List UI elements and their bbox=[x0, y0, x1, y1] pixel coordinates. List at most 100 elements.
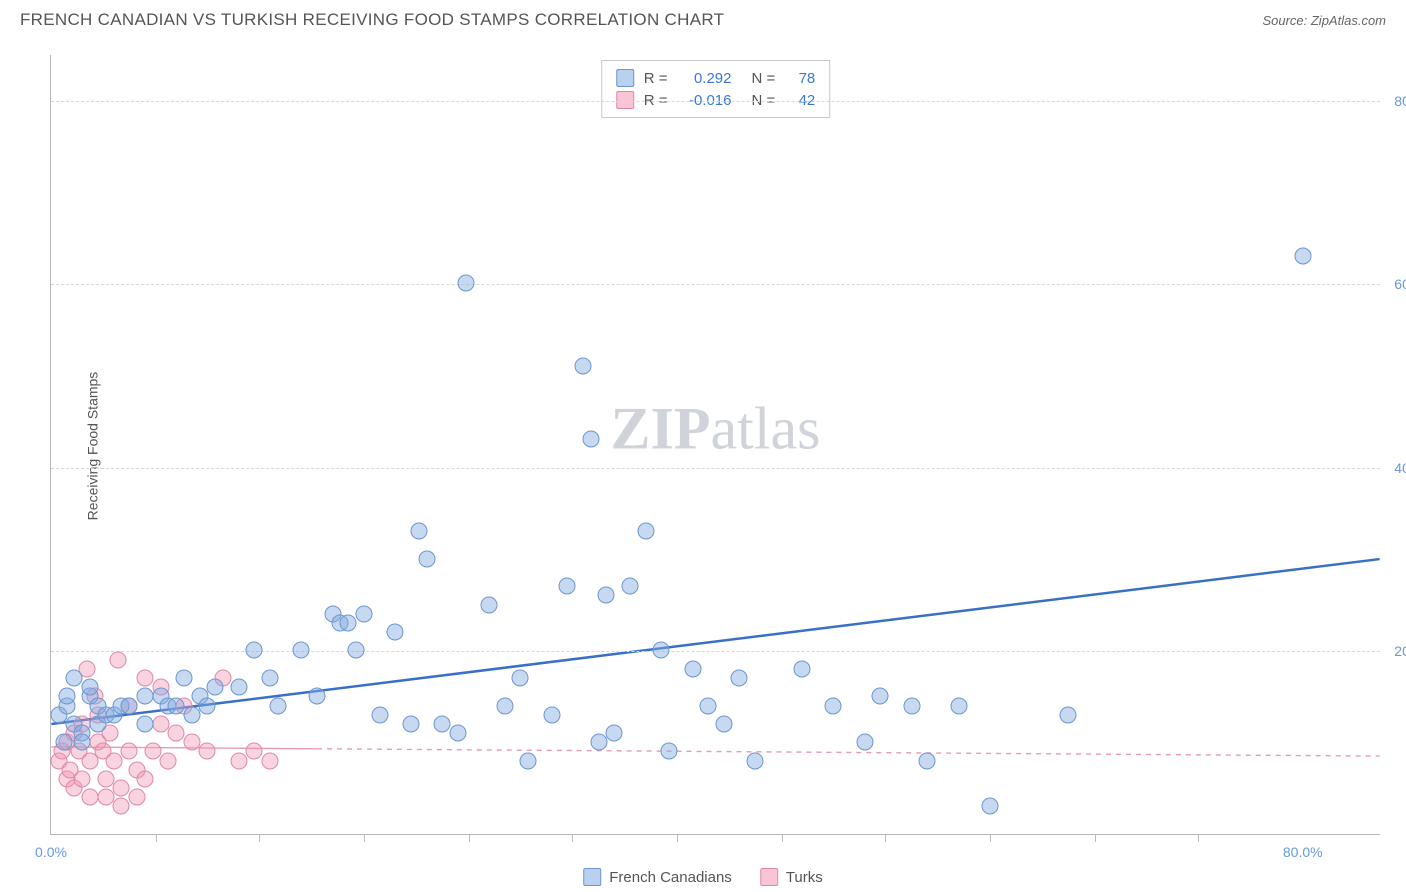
data-point bbox=[82, 789, 99, 806]
watermark: ZIPatlas bbox=[611, 394, 821, 463]
data-point bbox=[136, 688, 153, 705]
x-tick-label: 80.0% bbox=[1283, 844, 1323, 860]
data-point bbox=[520, 752, 537, 769]
data-point bbox=[269, 697, 286, 714]
data-point bbox=[903, 697, 920, 714]
data-point bbox=[113, 798, 130, 815]
data-point bbox=[387, 624, 404, 641]
data-point bbox=[700, 697, 717, 714]
data-point bbox=[457, 275, 474, 292]
data-point bbox=[74, 770, 91, 787]
legend-item: French Canadians bbox=[583, 868, 732, 886]
data-point bbox=[731, 670, 748, 687]
data-point bbox=[981, 798, 998, 815]
x-tick bbox=[990, 834, 991, 842]
data-point bbox=[653, 642, 670, 659]
data-point bbox=[481, 596, 498, 613]
data-point bbox=[176, 670, 193, 687]
data-point bbox=[246, 642, 263, 659]
grid-line bbox=[51, 101, 1380, 102]
data-point bbox=[293, 642, 310, 659]
data-point bbox=[58, 688, 75, 705]
x-tick bbox=[259, 834, 260, 842]
scatter-chart: ZIPatlas R =0.292N =78R =-0.016N =42 20.… bbox=[50, 55, 1380, 835]
data-point bbox=[371, 706, 388, 723]
legend-swatch bbox=[760, 868, 778, 886]
data-point bbox=[262, 752, 279, 769]
n-value: 78 bbox=[785, 70, 815, 87]
data-point bbox=[794, 660, 811, 677]
legend-swatch bbox=[616, 69, 634, 87]
data-point bbox=[496, 697, 513, 714]
legend: French Canadians Turks bbox=[583, 868, 823, 886]
stats-box: R =0.292N =78R =-0.016N =42 bbox=[601, 60, 831, 118]
data-point bbox=[1294, 247, 1311, 264]
chart-title: FRENCH CANADIAN VS TURKISH RECEIVING FOO… bbox=[20, 10, 724, 30]
data-point bbox=[136, 770, 153, 787]
data-point bbox=[575, 358, 592, 375]
data-point bbox=[160, 752, 177, 769]
data-point bbox=[582, 431, 599, 448]
stats-row: R =0.292N =78 bbox=[616, 67, 816, 89]
data-point bbox=[434, 715, 451, 732]
data-point bbox=[825, 697, 842, 714]
data-point bbox=[168, 697, 185, 714]
data-point bbox=[152, 715, 169, 732]
data-point bbox=[512, 670, 529, 687]
x-tick bbox=[572, 834, 573, 842]
data-point bbox=[340, 614, 357, 631]
data-point bbox=[410, 523, 427, 540]
data-point bbox=[543, 706, 560, 723]
data-point bbox=[230, 752, 247, 769]
x-tick bbox=[364, 834, 365, 842]
data-point bbox=[55, 734, 72, 751]
data-point bbox=[590, 734, 607, 751]
trend-lines bbox=[51, 55, 1380, 834]
data-point bbox=[110, 651, 127, 668]
data-point bbox=[418, 550, 435, 567]
x-tick bbox=[782, 834, 783, 842]
data-point bbox=[121, 697, 138, 714]
data-point bbox=[246, 743, 263, 760]
x-tick bbox=[885, 834, 886, 842]
data-point bbox=[105, 752, 122, 769]
data-point bbox=[715, 715, 732, 732]
y-tick-label: 60.0% bbox=[1394, 276, 1406, 292]
data-point bbox=[621, 578, 638, 595]
data-point bbox=[199, 697, 216, 714]
data-point bbox=[168, 725, 185, 742]
source-attribution: Source: ZipAtlas.com bbox=[1262, 13, 1386, 28]
data-point bbox=[97, 789, 114, 806]
data-point bbox=[348, 642, 365, 659]
data-point bbox=[747, 752, 764, 769]
data-point bbox=[183, 706, 200, 723]
data-point bbox=[402, 715, 419, 732]
data-point bbox=[1060, 706, 1077, 723]
r-value: 0.292 bbox=[678, 70, 732, 87]
data-point bbox=[144, 743, 161, 760]
data-point bbox=[82, 679, 99, 696]
data-point bbox=[872, 688, 889, 705]
data-point bbox=[136, 670, 153, 687]
y-tick-label: 40.0% bbox=[1394, 460, 1406, 476]
legend-swatch bbox=[583, 868, 601, 886]
data-point bbox=[598, 587, 615, 604]
data-point bbox=[355, 605, 372, 622]
data-point bbox=[262, 670, 279, 687]
legend-label: Turks bbox=[786, 869, 823, 886]
data-point bbox=[113, 780, 130, 797]
data-point bbox=[309, 688, 326, 705]
x-tick bbox=[1095, 834, 1096, 842]
data-point bbox=[129, 789, 146, 806]
data-point bbox=[207, 679, 224, 696]
data-point bbox=[74, 734, 91, 751]
data-point bbox=[136, 715, 153, 732]
data-point bbox=[637, 523, 654, 540]
x-tick-label: 0.0% bbox=[35, 844, 67, 860]
y-tick-label: 80.0% bbox=[1394, 93, 1406, 109]
data-point bbox=[856, 734, 873, 751]
data-point bbox=[230, 679, 247, 696]
grid-line bbox=[51, 468, 1380, 469]
data-point bbox=[97, 770, 114, 787]
data-point bbox=[606, 725, 623, 742]
